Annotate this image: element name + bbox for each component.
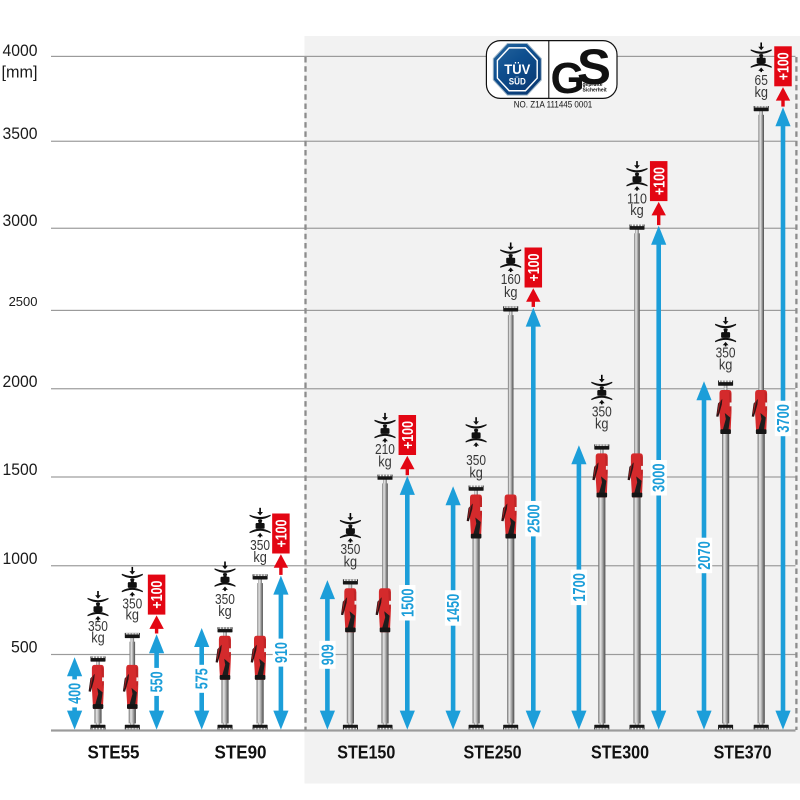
- svg-text:350: 350: [716, 346, 736, 362]
- svg-text:G: G: [551, 54, 585, 103]
- svg-text:1450: 1450: [443, 594, 463, 623]
- svg-text:kg: kg: [91, 630, 105, 646]
- svg-text:350: 350: [466, 453, 486, 469]
- svg-text:+100: +100: [149, 581, 166, 609]
- svg-text:3000: 3000: [3, 211, 38, 230]
- svg-text:kg: kg: [253, 550, 267, 566]
- svg-text:kg: kg: [469, 466, 483, 482]
- svg-text:+100: +100: [651, 167, 668, 195]
- svg-text:kg: kg: [344, 555, 358, 571]
- svg-text:STE150: STE150: [337, 742, 395, 763]
- svg-text:3700: 3700: [773, 404, 793, 433]
- svg-text:350: 350: [88, 619, 108, 635]
- svg-text:kg: kg: [126, 607, 140, 623]
- svg-text:Sicherheit: Sicherheit: [583, 87, 608, 93]
- svg-text:350: 350: [215, 592, 235, 608]
- svg-text:500: 500: [11, 638, 38, 657]
- svg-text:geprüfte: geprüfte: [583, 82, 603, 88]
- svg-text:550: 550: [147, 671, 167, 692]
- svg-text:+100: +100: [400, 421, 417, 449]
- svg-text:kg: kg: [595, 417, 609, 433]
- svg-text:STE250: STE250: [464, 742, 522, 763]
- svg-text:3500: 3500: [3, 124, 38, 143]
- svg-text:[mm]: [mm]: [2, 64, 38, 82]
- svg-text:160: 160: [501, 272, 521, 288]
- svg-text:1000: 1000: [3, 549, 38, 568]
- svg-text:1500: 1500: [397, 588, 417, 617]
- svg-text:kg: kg: [378, 455, 392, 471]
- svg-text:kg: kg: [754, 85, 768, 101]
- svg-text:909: 909: [317, 644, 337, 665]
- svg-text:350: 350: [592, 405, 612, 421]
- svg-text:STE90: STE90: [215, 742, 267, 763]
- svg-text:kg: kg: [504, 285, 518, 301]
- svg-text:2000: 2000: [3, 372, 38, 391]
- svg-text:110: 110: [627, 191, 647, 207]
- svg-text:400: 400: [65, 683, 85, 704]
- svg-text:910: 910: [271, 642, 291, 663]
- svg-text:S: S: [577, 39, 611, 95]
- svg-text:TÜV: TÜV: [504, 62, 530, 77]
- svg-text:350: 350: [340, 542, 360, 558]
- svg-text:kg: kg: [630, 203, 644, 219]
- svg-text:2070: 2070: [694, 541, 714, 570]
- svg-text:2500: 2500: [9, 294, 38, 309]
- svg-text:2500: 2500: [523, 504, 543, 533]
- svg-text:3000: 3000: [649, 463, 669, 492]
- svg-text:STE370: STE370: [714, 742, 772, 763]
- svg-text:kg: kg: [218, 604, 232, 620]
- svg-text:1500: 1500: [3, 460, 38, 479]
- svg-text:STE300: STE300: [591, 742, 649, 763]
- svg-text:65: 65: [755, 73, 768, 89]
- svg-text:kg: kg: [719, 358, 733, 374]
- svg-text:210: 210: [375, 442, 395, 458]
- svg-text:1700: 1700: [569, 573, 589, 602]
- svg-text:350: 350: [250, 538, 270, 554]
- svg-text:+100: +100: [526, 254, 543, 282]
- svg-text:4000: 4000: [3, 41, 38, 60]
- svg-text:350: 350: [122, 597, 142, 613]
- svg-text:+100: +100: [274, 520, 291, 548]
- svg-text:+100: +100: [776, 52, 793, 80]
- svg-text:575: 575: [192, 668, 212, 689]
- svg-text:SÜD: SÜD: [509, 77, 526, 87]
- svg-text:STE55: STE55: [88, 742, 140, 763]
- svg-text:NO. Z1A 111445 0001: NO. Z1A 111445 0001: [514, 100, 593, 111]
